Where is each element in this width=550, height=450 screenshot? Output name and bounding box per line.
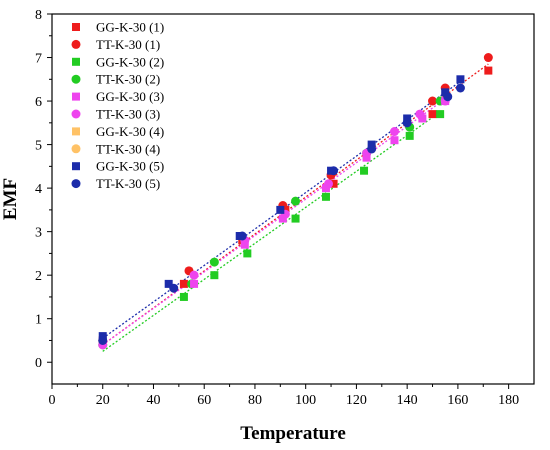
- data-point-s3-5: [291, 214, 300, 223]
- data-point-s3-9: [436, 110, 445, 119]
- data-point-s5-2: [190, 279, 199, 288]
- data-point-s2-7: [483, 53, 493, 63]
- data-point-s1-7: [484, 66, 493, 75]
- legend-label-7: GG-K-30 (4): [96, 124, 164, 139]
- legend-marker-2: [71, 39, 81, 49]
- legend-marker-7: [72, 127, 80, 136]
- x-tick-label: 60: [197, 393, 211, 408]
- y-tick-label: 8: [35, 8, 42, 23]
- data-point-s9-8: [441, 88, 450, 97]
- legend-marker-5: [72, 92, 80, 101]
- data-point-s6-8: [415, 109, 425, 119]
- data-point-s5-8: [418, 114, 427, 123]
- data-point-s6-5: [324, 179, 334, 189]
- x-tick-label: 20: [96, 393, 110, 408]
- data-point-s10-3: [237, 231, 247, 241]
- data-point-s6-7: [389, 127, 399, 137]
- ticks-layer: 0 20 40 60 80 100 120 140 160 180 0 1 2 3 4 5 6 7 8: [35, 8, 519, 408]
- x-tick-label: 120: [346, 393, 367, 408]
- data-point-s5-5: [321, 184, 330, 193]
- data-point-s3-3: [210, 271, 219, 280]
- data-point-s4-3: [209, 257, 219, 267]
- legend-marker-4: [71, 74, 81, 84]
- data-point-s10-1: [98, 335, 108, 345]
- fit-lines-layer: [102, 63, 489, 352]
- x-tick-label: 0: [49, 393, 56, 408]
- data-point-s10-7: [443, 92, 453, 102]
- data-point-s10-2: [169, 283, 179, 293]
- legend-label-3: GG-K-30 (2): [96, 54, 164, 69]
- x-tick-label: 180: [498, 393, 519, 408]
- data-point-s3-6: [321, 192, 330, 201]
- data-point-s5-7: [390, 136, 399, 145]
- y-tick-label: 1: [35, 313, 42, 328]
- legend-label-5: GG-K-30 (3): [96, 89, 164, 104]
- y-tick-label: 5: [35, 139, 42, 154]
- legend: GG-K-30 (1) TT-K-30 (1) GG-K-30 (2) TT-K-30…: [71, 20, 164, 191]
- x-tick-label: 40: [146, 393, 160, 408]
- legend-marker-10: [71, 179, 81, 189]
- x-axis-title: Temperature: [240, 423, 346, 444]
- data-point-s6-2: [189, 270, 199, 280]
- data-point-s5-4: [278, 214, 287, 223]
- legend-label-8: TT-K-30 (4): [96, 141, 160, 156]
- y-tick-label: 7: [35, 52, 42, 67]
- x-tick-label: 80: [248, 393, 262, 408]
- y-tick-label: 0: [35, 356, 42, 371]
- fit-line-2: [102, 111, 441, 352]
- legend-marker-8: [71, 144, 81, 154]
- legend-marker-6: [71, 109, 81, 119]
- legend-marker-3: [72, 57, 80, 66]
- data-point-s10-5: [367, 144, 377, 154]
- fit-line-1: [102, 63, 489, 346]
- legend-label-1: GG-K-30 (1): [96, 20, 164, 35]
- legend-label-6: TT-K-30 (3): [96, 107, 160, 122]
- data-point-s1-6: [428, 110, 437, 119]
- data-point-s10-8: [455, 83, 465, 93]
- legend-label-4: TT-K-30 (2): [96, 72, 160, 87]
- x-tick-label: 140: [397, 393, 418, 408]
- points-layer: [98, 53, 493, 350]
- x-tick-label: 160: [447, 393, 468, 408]
- legend-label-10: TT-K-30 (5): [96, 176, 160, 191]
- legend-label-9: GG-K-30 (5): [96, 159, 164, 174]
- data-point-s4-4: [291, 196, 301, 206]
- data-point-s1-5: [329, 179, 338, 188]
- y-tick-label: 4: [35, 182, 42, 197]
- y-tick-label: 2: [35, 269, 42, 284]
- data-point-s9-9: [456, 75, 465, 84]
- y-tick-label: 3: [35, 226, 42, 241]
- data-point-s9-2: [164, 279, 173, 288]
- data-point-s1-2: [179, 279, 188, 288]
- data-point-s3-8: [405, 131, 414, 140]
- data-point-s10-4: [329, 166, 339, 176]
- y-tick-label: 6: [35, 95, 42, 110]
- data-point-s3-4: [243, 249, 252, 258]
- data-point-s2-5: [428, 96, 438, 106]
- data-point-s3-7: [360, 166, 369, 175]
- y-axis-title: EMF: [0, 178, 21, 220]
- data-point-s3-2: [179, 292, 188, 301]
- legend-label-2: TT-K-30 (1): [96, 37, 160, 52]
- plot-frame: [51, 13, 535, 385]
- legend-marker-9: [72, 162, 80, 171]
- data-point-s9-4: [276, 205, 285, 214]
- data-point-s10-6: [402, 118, 412, 128]
- legend-marker-1: [72, 23, 80, 31]
- x-tick-label: 100: [295, 393, 316, 408]
